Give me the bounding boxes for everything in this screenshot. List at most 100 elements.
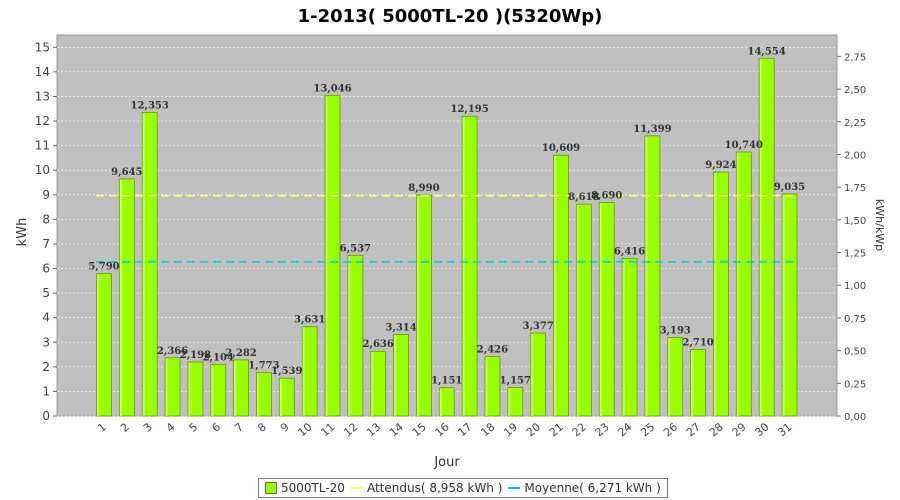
bar [644, 135, 661, 417]
bar [507, 387, 524, 417]
bar [141, 111, 158, 417]
bar [781, 193, 798, 417]
x-tick-label: 25 [638, 420, 657, 439]
x-tick-label: 3 [141, 420, 155, 434]
x-tick-label: 27 [684, 420, 703, 439]
y2-tick-label: 0,00 [844, 412, 866, 423]
chart-title: 1-2013( 5000TL-20 )(5320Wp) [298, 6, 603, 27]
data-label: 13,046 [313, 83, 351, 94]
bar [735, 151, 752, 417]
y-tick-label: 10 [35, 163, 50, 177]
data-label: 3,314 [385, 323, 416, 334]
x-tick-label: 11 [318, 420, 337, 439]
data-label: 2,366 [157, 346, 188, 357]
y-tick-label: 7 [42, 237, 50, 251]
x-tick-label: 15 [410, 420, 429, 439]
y2-tick-label: 2,50 [844, 85, 866, 96]
bar [301, 326, 318, 417]
x-tick-label: 28 [707, 420, 726, 439]
y2-tick-label: 0,25 [844, 379, 866, 390]
bar [96, 273, 112, 417]
y-tick-label: 4 [42, 311, 50, 325]
bar [438, 387, 455, 417]
legend-swatch-attendus [350, 487, 363, 489]
bar [370, 350, 387, 417]
legend: 5000TL-20 Attendus( 8,958 kWh ) Moyenne(… [258, 478, 668, 498]
bar [233, 359, 250, 417]
y-tick-label: 1 [42, 384, 50, 398]
bar [278, 377, 295, 417]
data-label: 3,193 [660, 326, 691, 337]
y2-tick-label: 1,75 [844, 183, 866, 194]
x-tick-label: 2 [118, 420, 132, 434]
y2-tick-label: 2,75 [844, 52, 866, 63]
data-label: 9,924 [705, 160, 736, 171]
x-tick-label: 23 [593, 420, 612, 439]
data-label: 5,790 [88, 262, 119, 273]
x-tick-label: 29 [730, 420, 749, 439]
x-tick-label: 22 [570, 420, 589, 439]
bar [484, 355, 501, 417]
data-label: 12,195 [450, 104, 488, 115]
legend-label-attendus: Attendus( 8,958 kWh ) [366, 481, 503, 495]
x-tick-label: 30 [752, 420, 771, 439]
y-tick-label: 2 [42, 360, 50, 374]
axes: 01234567891011121314150,000,250,500,751,… [35, 40, 867, 439]
y-tick-label: 12 [35, 114, 50, 128]
data-label: 10,740 [725, 140, 763, 151]
y2-tick-label: 1,50 [844, 216, 866, 227]
x-tick-label: 5 [187, 420, 201, 434]
y2-tick-label: 2,00 [844, 150, 866, 161]
data-label: 9,035 [774, 182, 805, 193]
y-tick-label: 14 [35, 65, 50, 79]
y2-tick-label: 1,25 [844, 249, 866, 260]
data-label: 6,416 [614, 246, 645, 257]
y-axis-label: kWh [15, 218, 30, 247]
x-tick-label: 8 [255, 420, 269, 434]
legend-swatch-moyenne [508, 487, 521, 489]
y2-tick-label: 1,00 [844, 281, 866, 292]
bar [393, 334, 409, 417]
bar [461, 115, 478, 417]
data-label: 3,377 [522, 321, 553, 332]
data-label: 2,104 [203, 352, 234, 363]
x-tick-label: 9 [278, 420, 292, 434]
bar [598, 201, 615, 417]
bar [530, 332, 547, 417]
data-label: 2,636 [363, 339, 394, 350]
bar [575, 203, 592, 417]
x-tick-label: 12 [341, 420, 360, 439]
legend-label-series: 5000TL-20 [281, 481, 345, 495]
legend-item-moyenne: Moyenne( 6,271 kWh ) [508, 481, 661, 495]
data-label: 1,151 [431, 376, 462, 387]
bar [324, 94, 341, 417]
y-tick-label: 8 [42, 212, 50, 226]
x-tick-label: 14 [387, 420, 406, 439]
value-labels: 5,790 9,645 12,353 2,3662,1982,1042,2821,77… [88, 46, 805, 386]
data-label: 1,773 [248, 360, 279, 371]
y2-tick-label: 0,75 [844, 314, 866, 325]
y-tick-label: 5 [42, 286, 50, 300]
data-label: 3,631 [294, 315, 325, 326]
data-label: 1,157 [500, 376, 531, 387]
bar [758, 57, 775, 417]
data-label: 2,426 [477, 344, 508, 355]
x-tick-label: 24 [615, 420, 634, 439]
y2-tick-label: 2,25 [844, 118, 866, 129]
y-tick-label: 3 [42, 335, 50, 349]
x-tick-label: 16 [433, 420, 452, 439]
bar [164, 357, 181, 417]
bars [96, 57, 798, 417]
x-tick-label: 18 [478, 420, 497, 439]
y-tick-label: 13 [35, 89, 50, 103]
data-label: 1,539 [271, 366, 302, 377]
x-tick-label: 26 [661, 420, 680, 439]
data-label: 8,690 [591, 190, 622, 201]
y-tick-label: 11 [35, 139, 50, 153]
data-label: 10,609 [542, 143, 580, 154]
legend-swatch-bar [265, 482, 277, 494]
x-tick-label: 17 [455, 420, 474, 439]
x-tick-label: 31 [775, 420, 794, 439]
x-tick-label: 13 [364, 420, 383, 439]
